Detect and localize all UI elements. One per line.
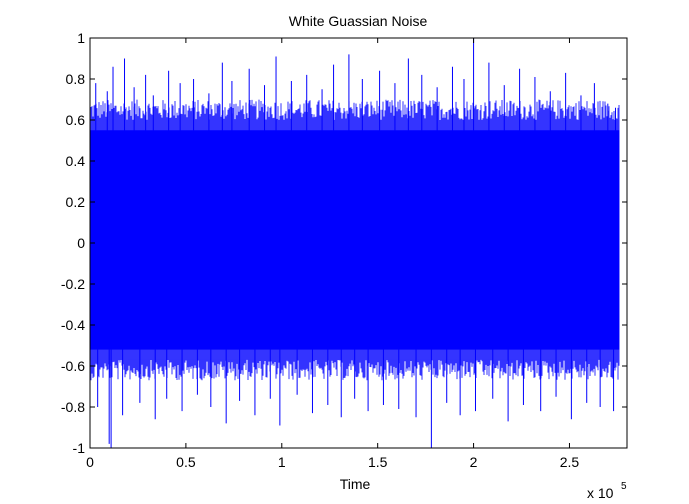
- y-tick-label: -0.6: [61, 358, 85, 374]
- x-axis-ticks: 0 0.5 1 1.5 2 2.5: [86, 38, 579, 470]
- y-tick-label: 0.2: [66, 194, 86, 210]
- x-tick-label: 2.5: [560, 454, 580, 470]
- y-tick-label: -0.2: [61, 276, 85, 292]
- y-tick-label: -1: [73, 440, 86, 456]
- y-tick-label: -0.8: [61, 399, 85, 415]
- x-tick-label: 1.5: [368, 454, 388, 470]
- x-tick-label: 1: [278, 454, 286, 470]
- y-tick-label: -0.4: [61, 317, 85, 333]
- y-tick-label: 1: [77, 30, 85, 46]
- x-tick-label: 2: [470, 454, 478, 470]
- x-exponent-power: 5: [621, 481, 627, 492]
- y-tick-label: 0.4: [66, 153, 86, 169]
- y-tick-label: 0: [77, 235, 85, 251]
- y-tick-label: 0.8: [66, 71, 86, 87]
- series-layer: [89, 38, 620, 448]
- x-tick-label: 0.5: [176, 454, 196, 470]
- y-tick-label: 0.6: [66, 112, 86, 128]
- y-axis-ticks: -1 -0.8 -0.6 -0.4 -0.2 0 0.2 0.4 0.6 0.8 1: [61, 30, 627, 456]
- x-axis-label: Time: [340, 476, 371, 492]
- x-tick-label: 0: [86, 454, 94, 470]
- chart-title: White Guassian Noise: [289, 13, 428, 29]
- x-exponent-label: x 10: [587, 485, 614, 501]
